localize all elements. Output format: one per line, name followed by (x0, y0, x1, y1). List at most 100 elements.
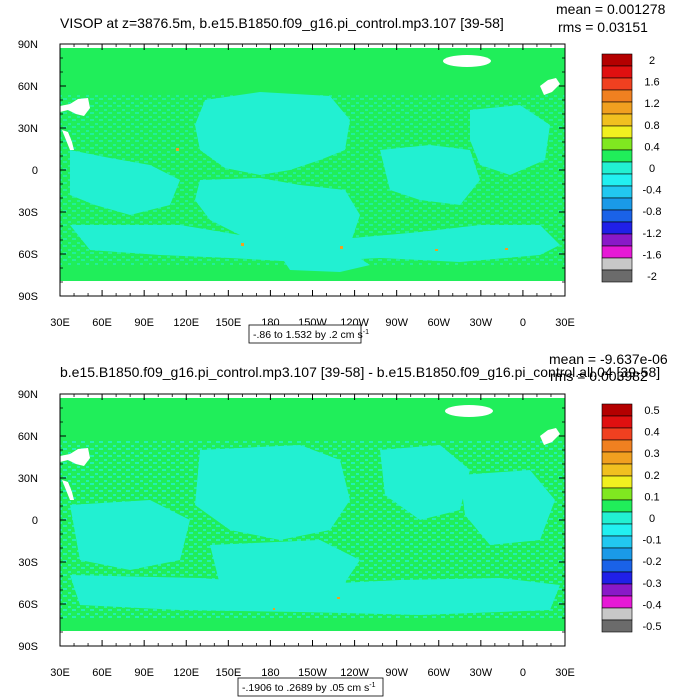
colorbar-swatch (601, 607, 633, 621)
colorbar-label: 0 (649, 513, 655, 525)
panel-1-range-label: -.86 to 1.532 by .2 cm s-1 (253, 329, 369, 341)
colorbar-label: 2 (649, 55, 655, 67)
panel-1-range-unit-sup: -1 (363, 329, 369, 336)
colorbar-label: 0.4 (644, 141, 659, 153)
colorbar-swatch (601, 173, 633, 187)
x-tick-label: 0 (520, 667, 526, 679)
colorbar-swatch (601, 487, 633, 501)
y-tick-label: 30S (18, 207, 38, 219)
colorbar-swatch (601, 499, 633, 513)
colorbar-label: 0.8 (644, 120, 659, 132)
colorbar-label: -0.4 (643, 185, 662, 197)
x-tick-label: 180 (261, 667, 279, 679)
x-tick-label: 150E (215, 667, 241, 679)
colorbar-swatch (601, 535, 633, 549)
colorbar-swatch (601, 439, 633, 453)
colorbar-label: -0.1 (643, 535, 662, 547)
y-tick-label: 30N (18, 473, 38, 485)
colorbar-swatch (601, 209, 633, 223)
colorbar-label: -2 (647, 271, 657, 283)
panel-1-colorbar: 2 1.6 1.2 0.8 0.4 0 -0.4 -0.8 -1.2 -1.6 -2 (601, 53, 662, 283)
colorbar-swatch (601, 245, 633, 259)
x-tick-label: 30E (555, 317, 575, 329)
colorbar-label: 0.2 (644, 470, 659, 482)
colorbar-swatch (601, 161, 633, 175)
colorbar-swatch (601, 149, 633, 163)
colorbar-swatch (601, 403, 633, 417)
x-tick-label: 60W (427, 667, 450, 679)
colorbar-label: -0.8 (643, 206, 662, 218)
panel-2-title: b.e15.B1850.f09_g16.pi_control.mp3.107 [… (60, 364, 660, 380)
panel-2-speckle (60, 440, 565, 620)
panel-2-rms: rms = 0.003982 (550, 368, 648, 384)
colorbar-label: -0.3 (643, 578, 662, 590)
x-tick-label: 30W (470, 317, 493, 329)
colorbar-swatch (601, 547, 633, 561)
y-tick-label: 90S (18, 291, 38, 303)
colorbar-label: -0.2 (643, 556, 662, 568)
colorbar-swatch (601, 415, 633, 429)
x-tick-label: 90E (134, 317, 154, 329)
x-tick-label: 120W (340, 667, 369, 679)
colorbar-label: 0.1 (644, 491, 659, 503)
colorbar-swatch (601, 583, 633, 597)
x-tick-label: 30E (555, 667, 575, 679)
panel-2-warm-spots (273, 597, 340, 610)
colorbar-swatch (601, 89, 633, 103)
colorbar-swatch (601, 77, 633, 91)
colorbar-label: -0.4 (643, 599, 662, 611)
panel-1: VISOP at z=3876.5m, b.e15.B1850.f09_g16.… (18, 1, 666, 344)
x-tick-label: 120E (173, 667, 199, 679)
panel-2-colorbar: 0.5 0.4 0.3 0.2 0.1 0 -0.1 -0.2 -0.3 -0.4 -0.5 (601, 403, 662, 633)
y-tick-label: 60N (18, 81, 38, 93)
x-tick-label: 30W (470, 667, 493, 679)
colorbar-swatch (601, 65, 633, 79)
panel-2-range-box: -.1906 to .2689 by .05 cm s-1 (237, 677, 384, 697)
panel-2-y-axis: 90N 60N 30N 0 30S 60S 90S (18, 389, 565, 653)
panel-1-y-axis: 90N 60N 30N 0 30S 60S 90S (18, 39, 565, 303)
panel-2-mean: mean = -9.637e-06 (549, 351, 668, 367)
y-tick-label: 0 (32, 165, 38, 177)
colorbar-swatch (601, 619, 633, 633)
y-tick-label: 30S (18, 557, 38, 569)
colorbar-swatch (601, 137, 633, 151)
x-tick-label: 150E (215, 317, 241, 329)
colorbar-label: 1.2 (644, 98, 659, 110)
y-tick-label: 60S (18, 249, 38, 261)
panel-1-title: VISOP at z=3876.5m, b.e15.B1850.f09_g16.… (60, 15, 504, 31)
panel-2-range-label: -.1906 to .2689 by .05 cm s-1 (242, 682, 376, 694)
colorbar-swatch (601, 125, 633, 139)
panel-1-rms: rms = 0.03151 (558, 19, 648, 35)
colorbar-swatch (601, 113, 633, 127)
colorbar-swatch (601, 257, 633, 271)
colorbar-label: 0 (649, 163, 655, 175)
colorbar-swatch (601, 197, 633, 211)
colorbar-swatch (601, 451, 633, 465)
x-tick-label: 120E (173, 317, 199, 329)
colorbar-swatch (601, 595, 633, 609)
colorbar-swatch (601, 233, 633, 247)
colorbar-swatch (601, 185, 633, 199)
panel-1-range-box: -.86 to 1.532 by .2 cm s-1 (248, 324, 369, 344)
x-tick-label: 90W (385, 667, 408, 679)
x-tick-label: 30E (50, 317, 70, 329)
x-tick-label: 90E (134, 667, 154, 679)
panel-1-mean: mean = 0.001278 (556, 1, 666, 17)
x-tick-label: 90W (385, 317, 408, 329)
panel-2-x-axis: 30E 60E 90E 120E 150E 180 150W 120W 90W 60W 30W 0 30… (50, 394, 575, 679)
colorbar-swatch (601, 427, 633, 441)
colorbar-label: 0.4 (644, 427, 659, 439)
y-tick-label: 30N (18, 123, 38, 135)
colorbar-swatch (601, 523, 633, 537)
colorbar-swatch (601, 269, 633, 283)
x-tick-label: 0 (520, 317, 526, 329)
colorbar-swatch (601, 571, 633, 585)
panel-1-warm-spots (176, 148, 508, 251)
panel-2: b.e15.B1850.f09_g16.pi_control.mp3.107 [… (18, 351, 668, 697)
colorbar-label: 0.5 (644, 405, 659, 417)
panel-1-speckle (60, 95, 565, 265)
panel-2-map-field (60, 394, 565, 646)
colorbar-swatch (601, 463, 633, 477)
x-tick-label: 60E (92, 317, 112, 329)
